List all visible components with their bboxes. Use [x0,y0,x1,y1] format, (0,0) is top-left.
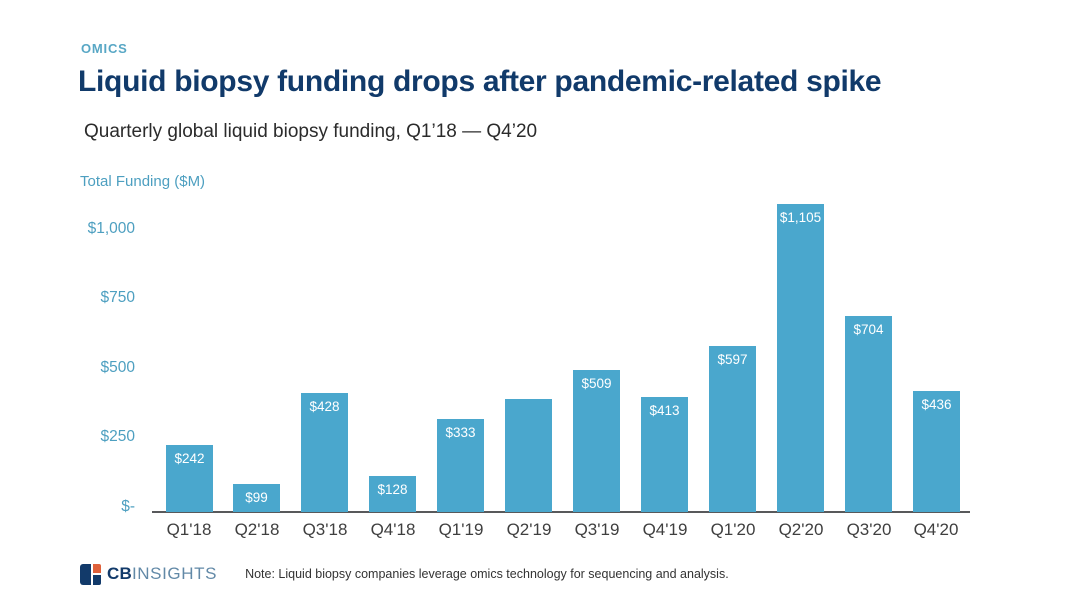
bar [505,399,552,512]
bar-value-label: $436 [921,397,952,412]
bar: $99 [233,484,280,512]
bar: $333 [437,419,484,512]
x-tick-label: Q1'20 [710,520,756,539]
bar: $1,105 [777,204,824,512]
x-tick-label: Q1'18 [166,520,212,539]
bar-value-label: $1,105 [779,210,822,225]
x-tick-label: Q4'18 [370,520,416,539]
page-title: Liquid biopsy funding drops after pandem… [78,65,882,98]
y-tick-label: $750 [100,289,135,306]
bar-value-label: $99 [245,490,268,505]
cbinsights-logo: CBINSIGHTS [80,563,217,585]
bar-value-label: $128 [377,482,408,497]
cbinsights-logo-icon [80,563,101,585]
bar-value-label: $704 [853,322,884,337]
x-axis-line [152,511,970,513]
bar: $436 [913,391,960,512]
x-tick-label: Q3'18 [302,520,348,539]
bar: $704 [845,316,892,512]
bar: $413 [641,397,688,512]
bar-value-label: $413 [649,403,680,418]
page-subtitle: Quarterly global liquid biopsy funding, … [84,121,538,142]
footnote: Note: Liquid biopsy companies leverage o… [245,567,729,581]
y-axis-title: Total Funding ($M) [80,173,206,190]
y-tick-label: $250 [100,428,135,445]
y-tick-label: $1,000 [87,220,135,237]
bar: $597 [709,346,756,512]
x-tick-label: Q2'20 [778,520,824,539]
bar: $509 [573,370,620,512]
bar-value-label: $333 [445,425,476,440]
eyebrow-label: OMICS [81,41,128,56]
y-tick-label: $500 [100,359,135,376]
bar: $428 [301,393,348,512]
logo-text-insights: INSIGHTS [131,564,218,583]
bar: $242 [166,445,213,512]
bar-value-label: $597 [717,352,748,367]
y-tick-label: $- [121,498,135,515]
x-tick-label: Q1'19 [438,520,484,539]
x-tick-label: Q3'20 [846,520,892,539]
logo-text: CBINSIGHTS [107,564,217,584]
x-tick-label: Q4'20 [913,520,959,539]
bar-value-label: $242 [174,451,205,466]
x-tick-label: Q3'19 [574,520,620,539]
x-tick-label: Q2'18 [234,520,280,539]
bar-value-label: $509 [581,376,612,391]
x-tick-label: Q4'19 [642,520,688,539]
logo-text-cb: CB [107,564,132,583]
bar-value-label: $428 [309,399,340,414]
x-tick-label: Q2'19 [506,520,552,539]
bar: $128 [369,476,416,512]
footer: CBINSIGHTS Note: Liquid biopsy companies… [80,560,729,588]
